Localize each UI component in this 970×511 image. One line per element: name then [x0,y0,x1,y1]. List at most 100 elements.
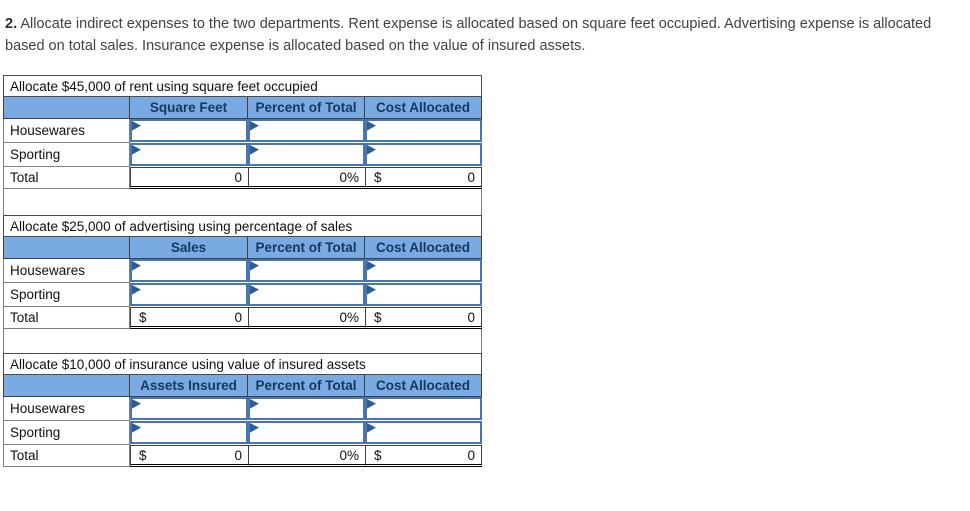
total-value: 0 [467,169,475,185]
question-number: 2. [5,16,18,32]
input-flag-icon [367,423,376,433]
input-box[interactable] [248,421,365,444]
question-body: Allocate indirect expenses to the two de… [5,16,932,54]
table-header-row: Square Feet Percent of Total Cost Alloca… [3,97,482,119]
spacer-row [3,329,482,353]
input-insurance-housewares-percent[interactable] [248,397,365,421]
table-row: Sporting [3,143,482,167]
currency-symbol: $ [139,309,147,325]
input-flag-icon [367,261,376,271]
rent-allocation-table: Allocate $45,000 of rent using square fe… [3,75,482,189]
header-assets-insured: Assets Insured [130,375,248,397]
input-rent-sporting-cost[interactable] [365,143,482,167]
row-label-housewares: Housewares [3,397,130,421]
input-insurance-sporting-assets[interactable] [130,421,248,445]
header-sales: Sales [130,237,248,259]
input-box[interactable] [248,283,365,306]
total-rent-square-feet: 0 [130,167,248,189]
header-cost-allocated: Cost Allocated [365,237,482,259]
input-flag-icon [367,145,376,155]
input-box[interactable] [248,259,365,282]
input-box[interactable] [248,143,365,166]
currency-symbol: $ [374,447,382,463]
table-header-row: Sales Percent of Total Cost Allocated [3,237,482,259]
total-insurance-percent: 0% [248,445,365,467]
header-blank-cell [3,97,130,119]
row-label-total: Total [3,445,130,467]
total-rent-cost: $0 [365,167,482,189]
row-label-housewares: Housewares [3,259,130,283]
input-flag-icon [367,399,376,409]
input-rent-housewares-cost[interactable] [365,119,482,143]
insurance-allocation-table: Allocate $10,000 of insurance using valu… [3,353,482,467]
input-flag-icon [367,121,376,131]
input-insurance-housewares-assets[interactable] [130,397,248,421]
total-value: 0 [467,447,475,463]
input-box[interactable] [365,259,482,282]
table-total-row: Total 0 0% $0 [3,167,482,189]
input-flag-icon [250,121,259,131]
header-blank-cell [3,375,130,397]
input-rent-housewares-percent[interactable] [248,119,365,143]
row-label-housewares: Housewares [3,119,130,143]
table-row: Housewares [3,397,482,421]
total-value: 0 [234,447,242,463]
input-rent-sporting-square-feet[interactable] [130,143,248,167]
input-advertising-housewares-percent[interactable] [248,259,365,283]
input-box[interactable] [130,397,248,420]
table-title-rent: Allocate $45,000 of rent using square fe… [3,75,482,97]
row-label-total: Total [3,307,130,329]
table-total-row: Total $0 0% $0 [3,445,482,467]
input-advertising-housewares-sales[interactable] [130,259,248,283]
header-percent-of-total: Percent of Total [248,375,365,397]
input-box[interactable] [130,283,248,306]
total-value: 0% [339,447,359,463]
input-box[interactable] [130,143,248,166]
input-insurance-housewares-cost[interactable] [365,397,482,421]
currency-symbol: $ [139,447,147,463]
row-label-total: Total [3,167,130,189]
input-flag-icon [132,121,141,131]
input-box[interactable] [130,259,248,282]
spacer-row [3,189,482,215]
input-rent-sporting-percent[interactable] [248,143,365,167]
input-box[interactable] [248,119,365,142]
input-box[interactable] [130,119,248,142]
input-advertising-sporting-sales[interactable] [130,283,248,307]
header-square-feet: Square Feet [130,97,248,119]
question-text: 2. Allocate indirect expenses to the two… [5,13,955,57]
advertising-allocation-table: Allocate $25,000 of advertising using pe… [3,215,482,329]
row-label-sporting: Sporting [3,421,130,445]
input-insurance-sporting-cost[interactable] [365,421,482,445]
table-header-row: Assets Insured Percent of Total Cost All… [3,375,482,397]
input-box[interactable] [365,143,482,166]
input-flag-icon [132,423,141,433]
input-flag-icon [250,261,259,271]
input-flag-icon [250,145,259,155]
total-value: 0 [467,309,475,325]
input-advertising-housewares-cost[interactable] [365,259,482,283]
input-box[interactable] [130,421,248,444]
allocation-worksheet: Allocate $45,000 of rent using square fe… [3,75,482,467]
input-advertising-sporting-cost[interactable] [365,283,482,307]
header-percent-of-total: Percent of Total [248,237,365,259]
table-row: Sporting [3,283,482,307]
input-flag-icon [132,145,141,155]
table-total-row: Total $0 0% $0 [3,307,482,329]
total-advertising-percent: 0% [248,307,365,329]
input-box[interactable] [248,397,365,420]
input-box[interactable] [365,283,482,306]
currency-symbol: $ [374,309,382,325]
header-cost-allocated: Cost Allocated [365,97,482,119]
input-rent-housewares-square-feet[interactable] [130,119,248,143]
input-flag-icon [132,399,141,409]
input-insurance-sporting-percent[interactable] [248,421,365,445]
input-flag-icon [250,285,259,295]
input-box[interactable] [365,421,482,444]
total-value: 0 [234,169,242,185]
table-row: Housewares [3,119,482,143]
input-advertising-sporting-percent[interactable] [248,283,365,307]
input-box[interactable] [365,119,482,142]
row-label-sporting: Sporting [3,283,130,307]
input-box[interactable] [365,397,482,420]
